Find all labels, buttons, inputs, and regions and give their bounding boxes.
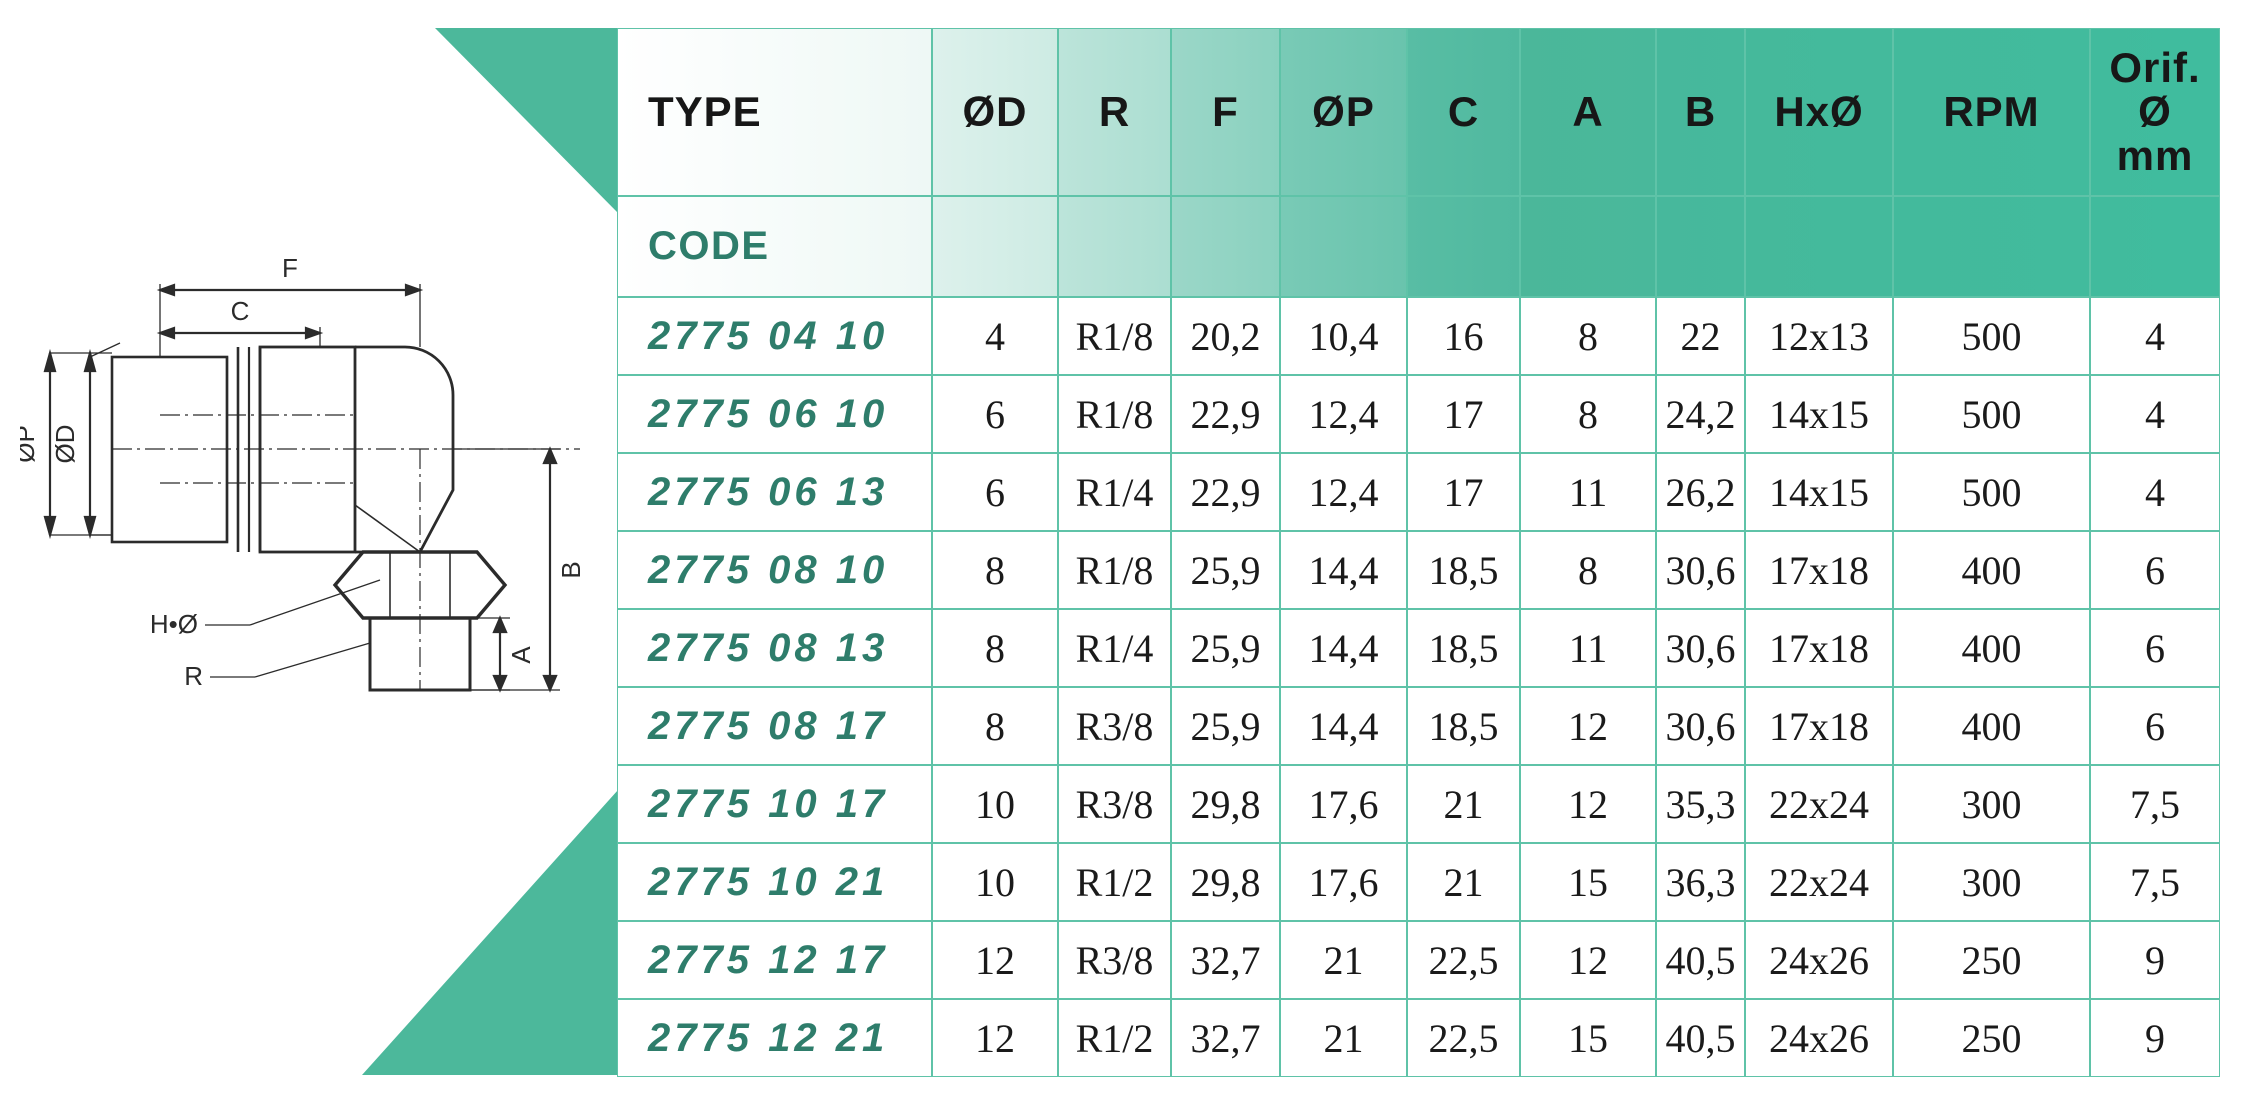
svg-text:F: F xyxy=(282,253,298,283)
svg-text:R: R xyxy=(184,661,203,691)
svg-text:ØD: ØD xyxy=(50,425,80,464)
svg-text:H•Ø: H•Ø xyxy=(150,609,198,639)
svg-text:B: B xyxy=(556,561,586,578)
svg-text:C: C xyxy=(231,296,250,326)
svg-text:ØP: ØP xyxy=(20,425,40,463)
svg-text:A: A xyxy=(506,646,536,664)
